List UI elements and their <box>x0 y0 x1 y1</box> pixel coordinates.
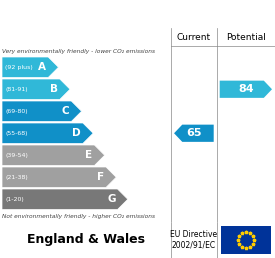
Polygon shape <box>174 125 214 142</box>
Text: (92 plus): (92 plus) <box>5 65 33 70</box>
Text: E: E <box>85 150 92 160</box>
Text: A: A <box>38 62 46 72</box>
Polygon shape <box>2 123 93 143</box>
Text: 84: 84 <box>238 84 254 94</box>
Text: B: B <box>50 84 58 94</box>
Text: Current: Current <box>177 33 211 42</box>
Text: C: C <box>62 106 69 116</box>
Polygon shape <box>2 167 116 188</box>
Text: Not environmentally friendly - higher CO₂ emissions: Not environmentally friendly - higher CO… <box>2 214 155 219</box>
Text: EU Directive
2002/91/EC: EU Directive 2002/91/EC <box>170 230 218 250</box>
Text: (21-38): (21-38) <box>5 175 28 180</box>
Polygon shape <box>2 57 59 77</box>
Text: Very environmentally friendly - lower CO₂ emissions: Very environmentally friendly - lower CO… <box>2 49 155 54</box>
Text: 65: 65 <box>186 128 202 138</box>
Text: Potential: Potential <box>226 33 266 42</box>
Polygon shape <box>2 189 128 209</box>
Text: Environmental Impact (CO₂) Rating: Environmental Impact (CO₂) Rating <box>28 9 247 19</box>
Polygon shape <box>220 81 272 98</box>
Text: (81-91): (81-91) <box>5 87 28 92</box>
Text: G: G <box>107 194 116 204</box>
Text: (69-80): (69-80) <box>5 109 28 114</box>
Text: (1-20): (1-20) <box>5 197 24 202</box>
Text: D: D <box>72 128 81 138</box>
Text: (39-54): (39-54) <box>5 153 28 158</box>
Bar <box>221 226 271 254</box>
Text: England & Wales: England & Wales <box>26 233 145 246</box>
Polygon shape <box>2 79 70 100</box>
Polygon shape <box>2 145 105 165</box>
Text: F: F <box>97 172 104 182</box>
Text: (55-68): (55-68) <box>5 131 28 136</box>
Polygon shape <box>2 101 82 122</box>
